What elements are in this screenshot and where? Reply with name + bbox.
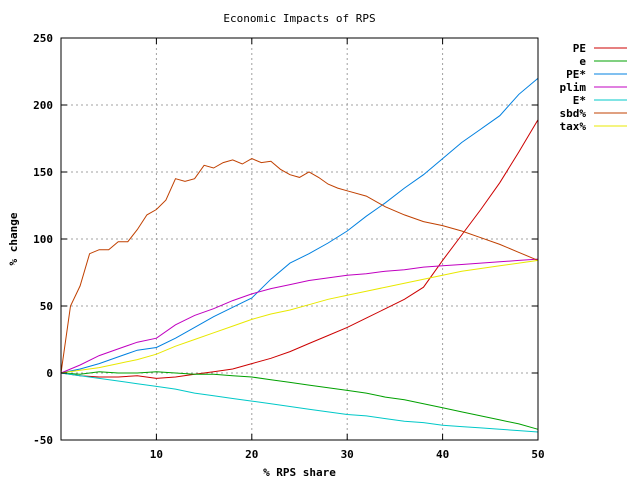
y-tick-label: 0	[46, 367, 53, 380]
y-tick-label: 100	[33, 233, 53, 246]
y-tick-label: -50	[33, 434, 53, 447]
x-tick-label: 10	[150, 448, 163, 461]
x-tick-label: 30	[341, 448, 354, 461]
series-line-e	[60, 371, 539, 430]
y-tick-label: 200	[33, 99, 53, 112]
x-tick-label: 20	[245, 448, 258, 461]
y-tick-label: 250	[33, 32, 53, 45]
y-tick-label: 150	[33, 166, 53, 179]
axis-ticks: 10 20 30 40 50 -50 0 50 100 150 200 250	[33, 32, 545, 461]
legend-label: E*	[573, 94, 586, 107]
legend-label: PE	[573, 42, 586, 55]
series-line-PE	[60, 119, 539, 379]
series-line-E	[60, 372, 539, 433]
y-axis-label: % change	[7, 212, 20, 265]
series-line-plim	[60, 258, 539, 374]
series-line-sbd	[60, 158, 539, 374]
x-tick-label: 40	[436, 448, 449, 461]
x-axis-label: % RPS share	[263, 466, 336, 479]
legend-label: plim	[560, 81, 587, 94]
y-tick-label: 50	[40, 300, 53, 313]
legend-label: e	[579, 55, 586, 68]
legend-label: tax%	[560, 120, 587, 133]
series-line-tax	[60, 259, 539, 374]
legend-label: sbd%	[560, 107, 587, 120]
grid-lines	[61, 38, 538, 440]
legend-label: PE*	[566, 68, 586, 81]
chart-title: Economic Impacts of RPS	[223, 12, 375, 25]
series-line-PE	[60, 77, 539, 374]
series-lines	[60, 77, 539, 433]
x-tick-label: 50	[531, 448, 544, 461]
